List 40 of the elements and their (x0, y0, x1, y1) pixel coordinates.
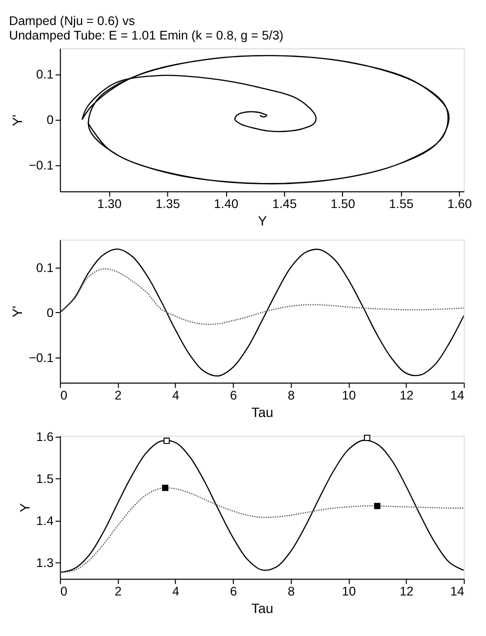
y-tick-label: 0 (46, 112, 54, 127)
x-tick-label: 2 (114, 388, 122, 403)
x-tick-label: 12 (400, 388, 414, 403)
x-tick-label: 1.50 (330, 197, 356, 212)
x-tick-label: 10 (342, 388, 356, 403)
x-axis-title: Tau (251, 404, 274, 420)
y-tick-label: 0.1 (36, 260, 54, 275)
x-tick-label: 4 (172, 584, 180, 599)
chart-title: Damped (Nju = 0.6) vs Undamped Tube: E = 1.01 Emin (k = 0.8, g = 5/3) (9, 14, 284, 43)
y-tick-label: 1.3 (36, 556, 54, 570)
x-tick-label: 1.55 (389, 197, 414, 212)
x-tick-label: 1.40 (214, 197, 238, 212)
x-tick-label: 1.45 (272, 197, 297, 212)
y-axis-title: Y' (10, 306, 26, 318)
x-tick-label: 14 (450, 584, 464, 599)
x-tick-label: 0 (60, 584, 68, 599)
y-tick-label: 1.6 (36, 430, 54, 444)
y-axis-title: Y (17, 503, 32, 512)
x-tick-label: 6 (230, 584, 237, 599)
x-axis-title: Y (258, 214, 267, 229)
x-tick-label: 2 (114, 584, 122, 599)
y-tick-label: 1.4 (36, 514, 54, 528)
x-tick-label: 1.30 (97, 197, 122, 212)
x-tick-label: 14 (450, 388, 464, 403)
x-tick-label: 6 (230, 388, 237, 403)
x-tick-label: 12 (400, 584, 414, 599)
x-tick-label: 8 (288, 388, 295, 403)
x-axis-title: Tau (251, 601, 274, 616)
x-tick-label: 0 (60, 388, 68, 403)
x-tick-label: 1.60 (447, 197, 472, 212)
y-axis-title: Y' (10, 114, 26, 126)
y-tick-label: −0.1 (28, 350, 54, 365)
x-tick-label: 4 (172, 388, 180, 403)
x-tick-label: 8 (288, 584, 295, 599)
y-tick-label: 1.5 (36, 472, 54, 486)
x-tick-label: 10 (342, 584, 356, 599)
y-tick-label: 0.1 (36, 68, 54, 82)
x-tick-label: 1.35 (156, 197, 180, 212)
y-tick-label: 0 (46, 306, 54, 320)
y-tick-label: −0.1 (28, 158, 54, 172)
